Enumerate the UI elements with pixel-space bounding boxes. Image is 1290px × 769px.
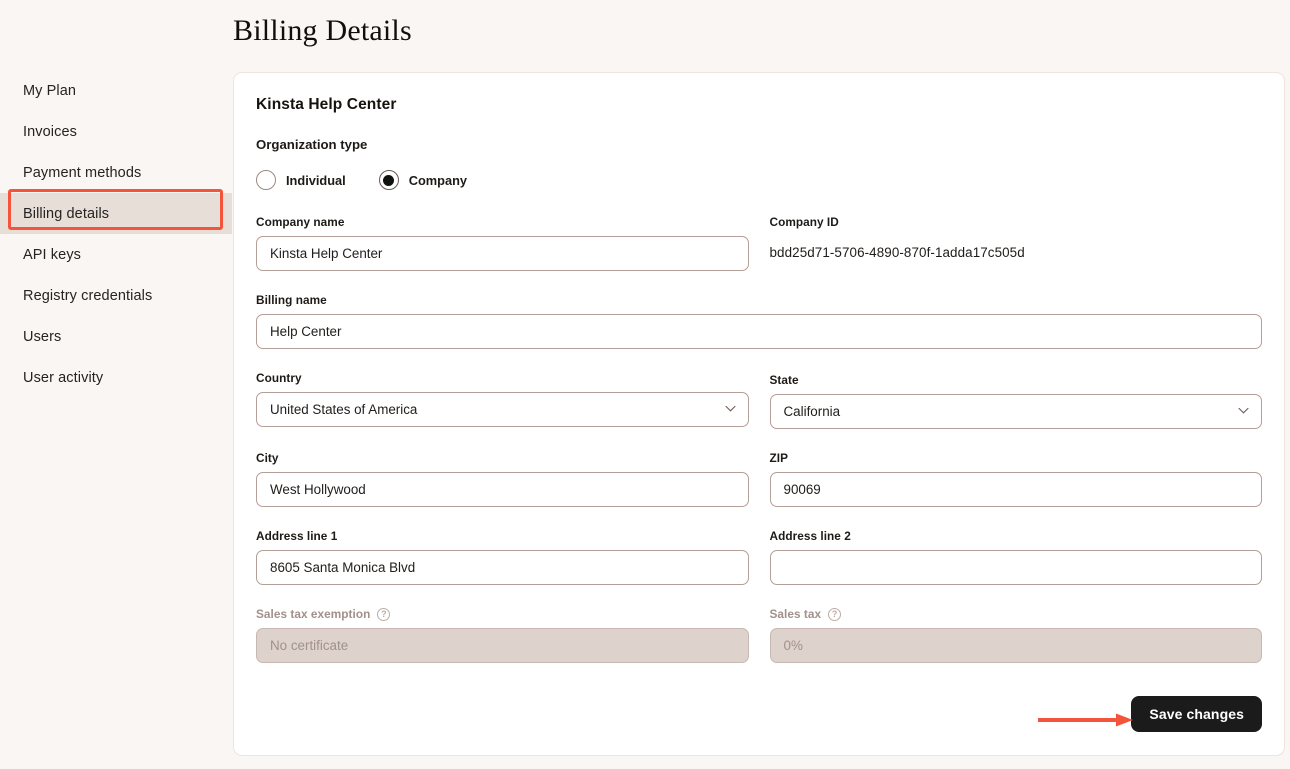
address-line-1-input[interactable]: [256, 550, 749, 585]
sidebar-item-label: API keys: [23, 246, 82, 263]
field-label: ZIP: [769, 451, 789, 465]
sidebar-item-label: Invoices: [23, 123, 77, 140]
field-label-text: Sales tax exemption: [256, 607, 371, 621]
field-label: Billing name: [256, 293, 327, 307]
sidebar-item-label: Billing details: [23, 205, 110, 222]
sidebar-item-label: My Plan: [23, 82, 77, 99]
sidebar-item-api-keys[interactable]: API keys: [0, 234, 232, 275]
row-country-state: Country State: [256, 371, 1262, 451]
field-label: State: [769, 373, 799, 387]
sales-tax-exemption-input: [256, 628, 749, 663]
city-input[interactable]: [256, 472, 749, 507]
billing-details-card: Kinsta Help Center Organization type Ind…: [233, 72, 1285, 756]
row-sales-tax: Sales tax exemption ? Sales tax ?: [256, 607, 1262, 685]
card-footer: Save changes: [1131, 696, 1262, 732]
sales-tax-input: [769, 628, 1262, 663]
info-icon[interactable]: ?: [377, 607, 391, 621]
company-name-input[interactable]: [256, 236, 749, 271]
organization-type-radio-group: Individual Company: [256, 170, 1262, 190]
field-sales-tax-exemption: Sales tax exemption ?: [256, 607, 749, 663]
company-id-value: bdd25d71-5706-4890-870f-1adda17c505d: [769, 245, 1025, 260]
field-sales-tax: Sales tax ?: [769, 607, 1263, 663]
field-zip: ZIP: [769, 451, 1262, 507]
sidebar-item-label: Users: [23, 328, 62, 345]
field-label: Country: [256, 371, 302, 385]
address-line-2-input[interactable]: [769, 550, 1262, 585]
field-label: Company name: [256, 215, 345, 229]
sidebar-item-users[interactable]: Users: [0, 316, 232, 357]
radio-circle-selected-icon[interactable]: [378, 170, 399, 190]
field-state: State: [769, 373, 1262, 429]
radio-label: Individual: [286, 172, 346, 188]
state-select[interactable]: [769, 394, 1262, 429]
field-label: Sales tax exemption ?: [256, 607, 749, 621]
row-city-zip: City ZIP: [256, 451, 1262, 529]
radio-label: Company: [408, 172, 468, 188]
radio-option-company[interactable]: Company: [378, 170, 468, 190]
field-city: City: [256, 451, 749, 507]
field-label-text: Sales tax: [769, 607, 822, 621]
field-address-line-1: Address line 1: [256, 529, 749, 585]
sidebar-item-label: Registry credentials: [23, 287, 153, 304]
sidebar-item-registry-credentials[interactable]: Registry credentials: [0, 275, 232, 316]
field-label: Company ID: [769, 215, 839, 229]
field-label: Sales tax ?: [770, 607, 1263, 621]
sidebar-item-invoices[interactable]: Invoices: [0, 111, 232, 152]
field-label: Address line 1: [256, 529, 338, 543]
field-company-name: Company name: [256, 215, 749, 271]
field-billing-name: Billing name: [256, 293, 1262, 349]
card-title: Kinsta Help Center: [256, 96, 397, 113]
save-changes-button[interactable]: Save changes: [1131, 696, 1262, 732]
field-label: City: [256, 451, 279, 465]
radio-circle-icon[interactable]: [256, 170, 276, 190]
sidebar-item-label: Payment methods: [23, 164, 142, 181]
field-label: Address line 2: [769, 529, 851, 543]
sidebar-item-my-plan[interactable]: My Plan: [0, 70, 232, 111]
radio-option-individual[interactable]: Individual: [256, 170, 346, 190]
zip-input[interactable]: [769, 472, 1262, 507]
sidebar: My Plan Invoices Payment methods Billing…: [0, 0, 232, 769]
sidebar-item-billing-details[interactable]: Billing details: [0, 193, 232, 234]
row-address: Address line 1 Address line 2: [256, 529, 1262, 607]
row-billing-name: Billing name: [256, 293, 1262, 371]
sidebar-item-label: User activity: [23, 369, 104, 386]
row-company: Company name Company ID bdd25d71-5706-48…: [256, 215, 1262, 293]
field-company-id: Company ID bdd25d71-5706-4890-870f-1adda…: [770, 215, 1263, 260]
sidebar-item-payment-methods[interactable]: Payment methods: [0, 152, 232, 193]
organization-type-label: Organization type: [256, 137, 368, 152]
country-select[interactable]: [256, 392, 749, 427]
page-title: Billing Details: [233, 14, 412, 47]
info-icon[interactable]: ?: [828, 607, 842, 621]
field-country: Country: [256, 371, 749, 427]
field-address-line-2: Address line 2: [769, 529, 1262, 585]
billing-name-input[interactable]: [256, 314, 1262, 349]
sidebar-item-user-activity[interactable]: User activity: [0, 357, 232, 398]
